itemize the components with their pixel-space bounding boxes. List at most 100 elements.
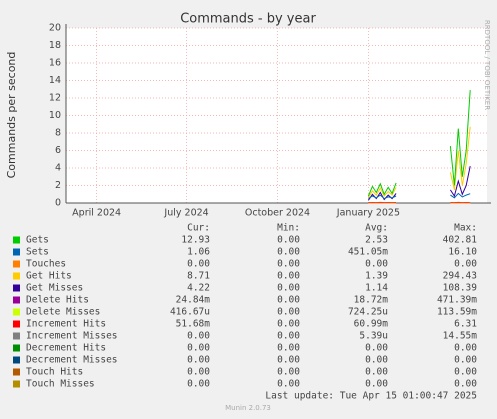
- legend-swatch: [13, 380, 20, 388]
- series-line: [367, 90, 471, 197]
- legend-stat: 0.00: [277, 283, 300, 294]
- footer: Munin 2.0.73: [225, 404, 271, 412]
- legend-stat: 451.05m: [348, 247, 388, 258]
- legend-stat: 108.39: [443, 283, 478, 294]
- legend-swatch: [13, 284, 20, 292]
- legend-stat: 294.43: [443, 271, 477, 282]
- legend-stat: 1.39: [365, 271, 388, 282]
- legend-stat: 0.00: [187, 343, 210, 354]
- y-tick-label: 10: [49, 110, 61, 121]
- y-tick-label: 16: [49, 58, 61, 69]
- legend-stat: 14.55m: [443, 331, 478, 342]
- legend-stat: 4.22: [187, 283, 210, 294]
- legend-stat: 0.00: [365, 259, 388, 270]
- legend-stat: 0.00: [454, 379, 477, 390]
- legend-stat: 0.00: [365, 355, 388, 366]
- legend-stat: 2.53: [365, 235, 388, 246]
- legend-stat: 724.25u: [348, 307, 388, 318]
- legend-label: Touch Misses: [26, 379, 95, 390]
- legend-swatch: [13, 308, 20, 316]
- legend-stat: 6.31: [454, 319, 477, 330]
- legend-stat: 0.00: [454, 343, 477, 354]
- legend-stat: 0.00: [187, 355, 210, 366]
- legend-stat: 0.00: [454, 355, 477, 366]
- legend-stat: 471.39m: [437, 295, 477, 306]
- legend-stat: 1.14: [365, 283, 388, 294]
- legend-header: Max:: [454, 223, 477, 234]
- legend-swatch: [13, 272, 20, 280]
- legend-stat: 24.84m: [176, 295, 211, 306]
- legend-stat: 0.00: [277, 355, 300, 366]
- legend-stat: 0.00: [187, 331, 210, 342]
- legend-stat: 402.81: [443, 235, 478, 246]
- legend-stat: 0.00: [277, 235, 300, 246]
- legend-swatch: [13, 296, 20, 304]
- legend-stat: 0.00: [277, 343, 300, 354]
- legend-label: Get Misses: [26, 283, 83, 294]
- legend-stat: 16.10: [448, 247, 477, 258]
- legend-stat: 1.06: [187, 247, 210, 258]
- legend-stat: 18.72m: [354, 295, 389, 306]
- legend-header: Cur:: [187, 223, 210, 234]
- y-tick-label: 4: [55, 163, 61, 174]
- legend-label: Increment Misses: [26, 331, 118, 342]
- legend-swatch: [13, 236, 20, 244]
- legend-label: Sets: [26, 247, 49, 258]
- legend-stat: 0.00: [277, 331, 300, 342]
- x-tick-label: April 2024: [72, 208, 121, 219]
- series-line: [368, 192, 471, 200]
- legend-header: Avg:: [365, 223, 388, 234]
- y-tick-label: 8: [55, 128, 61, 139]
- legend-stat: 0.00: [365, 343, 388, 354]
- y-tick-label: 6: [55, 145, 61, 156]
- legend-label: Delete Hits: [26, 295, 89, 306]
- legend-label: Decrement Hits: [26, 343, 106, 354]
- legend-stat: 0.00: [277, 319, 300, 330]
- y-axis-label: Commands per second: [5, 52, 18, 179]
- legend-stat: 416.67u: [170, 307, 210, 318]
- legend-stat: 0.00: [277, 295, 300, 306]
- legend-stat: 0.00: [277, 307, 300, 318]
- legend-stat: 0.00: [187, 379, 210, 390]
- legend-stat: 0.00: [277, 367, 300, 378]
- x-tick-label: January 2025: [336, 208, 400, 219]
- legend-stat: 5.39u: [359, 331, 388, 342]
- x-tick-label: July 2024: [163, 208, 208, 219]
- y-tick-label: 14: [49, 75, 61, 86]
- y-tick-label: 12: [49, 93, 61, 104]
- legend-label: Touches: [26, 259, 66, 270]
- legend-stat: 0.00: [454, 259, 477, 270]
- legend-stat: 0.00: [187, 367, 210, 378]
- legend-stat: 0.00: [454, 367, 477, 378]
- legend-label: Delete Misses: [26, 307, 100, 318]
- legend-stat: 113.59m: [437, 307, 477, 318]
- legend-swatch: [13, 356, 20, 364]
- side-label: RRDTOOL / TOBI OETIKER: [483, 20, 491, 110]
- legend-stat: 0.00: [277, 259, 300, 270]
- legend-label: Decrement Misses: [26, 355, 118, 366]
- legend-stat: 12.93: [181, 235, 210, 246]
- legend-stat: 0.00: [365, 367, 388, 378]
- legend-stat: 0.00: [277, 271, 300, 282]
- legend-swatch: [13, 248, 20, 256]
- y-tick-label: 18: [49, 40, 61, 51]
- x-tick-label: October 2024: [245, 208, 310, 219]
- legend-swatch: [13, 368, 20, 376]
- legend-swatch: [13, 332, 20, 340]
- legend-label: Increment Hits: [26, 319, 106, 330]
- legend-swatch: [13, 260, 20, 268]
- legend-stat: 0.00: [365, 379, 388, 390]
- legend-label: Get Hits: [26, 271, 72, 282]
- legend-swatch: [13, 344, 20, 352]
- y-tick-label: 20: [49, 23, 61, 34]
- legend-stat: 0.00: [277, 247, 300, 258]
- legend-stat: 0.00: [187, 259, 210, 270]
- legend-stat: 51.68m: [176, 319, 211, 330]
- y-tick-label: 2: [55, 180, 61, 191]
- legend-stat: 0.00: [277, 379, 300, 390]
- last-update: Last update: Tue Apr 15 01:00:47 2025: [265, 391, 477, 402]
- legend-label: Gets: [26, 235, 49, 246]
- chart-title: Commands - by year: [180, 12, 316, 27]
